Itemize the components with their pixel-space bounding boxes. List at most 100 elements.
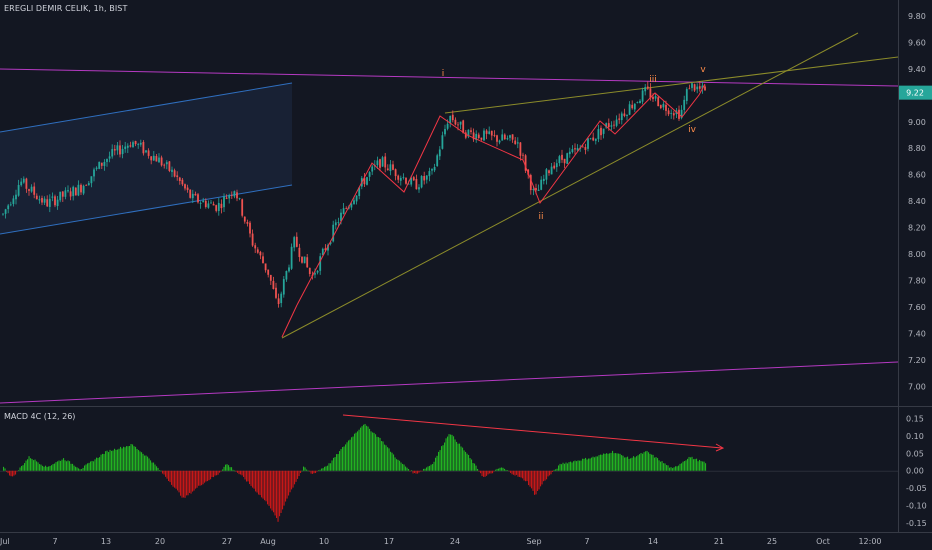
macd-bar	[556, 468, 558, 471]
macd-bar	[298, 470, 300, 477]
macd-bar	[408, 469, 410, 471]
macd-bar	[378, 437, 380, 471]
macd-bar	[600, 454, 602, 471]
candle-body	[602, 128, 605, 134]
candle-body	[264, 263, 267, 271]
macd-bar	[460, 446, 462, 471]
macd-bar	[133, 446, 135, 471]
macd-bar	[138, 450, 140, 471]
candle-body	[501, 134, 504, 141]
macd-bar	[586, 459, 588, 471]
candle-body	[288, 267, 290, 272]
candle-body	[316, 270, 319, 273]
macd-bar	[508, 470, 510, 472]
macd-bar	[120, 446, 122, 471]
macd-bar	[465, 451, 467, 471]
macd-bar	[583, 458, 585, 471]
symbol-title: EREGLI DEMIR CELIK, 1h, BIST	[4, 4, 128, 13]
macd-bar	[490, 470, 492, 474]
candle-body	[423, 175, 426, 181]
candle-body	[259, 251, 262, 256]
candle-body	[90, 176, 93, 184]
macd-bar	[202, 470, 204, 485]
macd-bar	[235, 470, 237, 472]
macd-bar	[30, 458, 32, 471]
candle-body	[262, 256, 264, 264]
candle-body	[251, 233, 254, 246]
macd-tick-label: -0.05	[906, 484, 927, 493]
macd-bar	[564, 463, 566, 471]
macd-bar	[502, 467, 504, 471]
macd-bar	[702, 461, 704, 471]
candle-body	[15, 194, 17, 200]
macd-bar	[162, 470, 164, 474]
time-tick-label: 12:00	[858, 537, 881, 546]
macd-bar	[84, 465, 86, 471]
macd-bar	[523, 470, 525, 481]
macd-bar	[178, 470, 180, 493]
macd-bar	[582, 458, 584, 471]
macd-bar	[667, 465, 669, 471]
macd-bar	[534, 470, 536, 495]
candle-body	[171, 169, 173, 172]
macd-bar	[97, 457, 99, 471]
macd-bar	[498, 468, 500, 471]
candle-body	[85, 185, 88, 186]
macd-bar	[117, 449, 119, 471]
candle-body	[306, 257, 309, 268]
macd-bar	[604, 453, 606, 471]
candle-body	[696, 86, 699, 90]
price-tick-label: 7.60	[908, 303, 926, 312]
macd-bar	[343, 446, 345, 471]
candle-body	[324, 248, 327, 251]
macd-bar	[114, 448, 116, 471]
candle-body	[337, 222, 340, 223]
macd-bar	[12, 470, 14, 477]
macd-bar	[78, 468, 80, 471]
macd-bar	[373, 432, 375, 471]
macd-histogram	[3, 423, 707, 522]
macd-bar	[253, 470, 255, 489]
candle-body	[22, 178, 25, 183]
macd-bar	[445, 438, 447, 471]
macd-bar	[664, 463, 666, 471]
candle-body	[225, 197, 228, 199]
time-tick-label: 7	[52, 537, 57, 546]
macd-bar	[450, 434, 452, 471]
macd-bar	[519, 470, 521, 477]
macd-bar	[100, 454, 102, 471]
candle-body	[327, 245, 329, 251]
macd-bar	[294, 470, 296, 485]
candle-body	[394, 169, 397, 177]
macd-bar	[694, 458, 696, 471]
candle-body	[2, 213, 4, 215]
candle-body	[72, 186, 75, 197]
candle-body	[189, 189, 192, 198]
macd-bar	[346, 442, 348, 471]
candle-body	[431, 169, 433, 171]
macd-bar	[306, 469, 308, 471]
macd-bar	[463, 450, 465, 471]
macd-bar	[594, 457, 596, 471]
candle-body	[691, 83, 693, 88]
macd-bar	[630, 458, 632, 471]
candle-body	[33, 186, 36, 195]
macd-bar	[456, 441, 458, 471]
macd-bar	[336, 454, 338, 471]
macd-bar	[103, 454, 105, 471]
candle-body	[103, 162, 106, 166]
candle-body	[277, 298, 280, 305]
macd-bar	[666, 465, 668, 471]
macd-bar	[435, 457, 437, 471]
candle-body	[613, 124, 615, 126]
candle-body	[425, 175, 428, 180]
macd-bar	[22, 465, 24, 471]
macd-bar	[261, 470, 263, 498]
macd-bar	[354, 433, 356, 471]
macd-bar	[351, 437, 353, 471]
macd-bar	[670, 467, 672, 471]
candle-body	[657, 97, 660, 107]
macd-bar	[627, 456, 629, 471]
macd-bar	[477, 468, 479, 471]
